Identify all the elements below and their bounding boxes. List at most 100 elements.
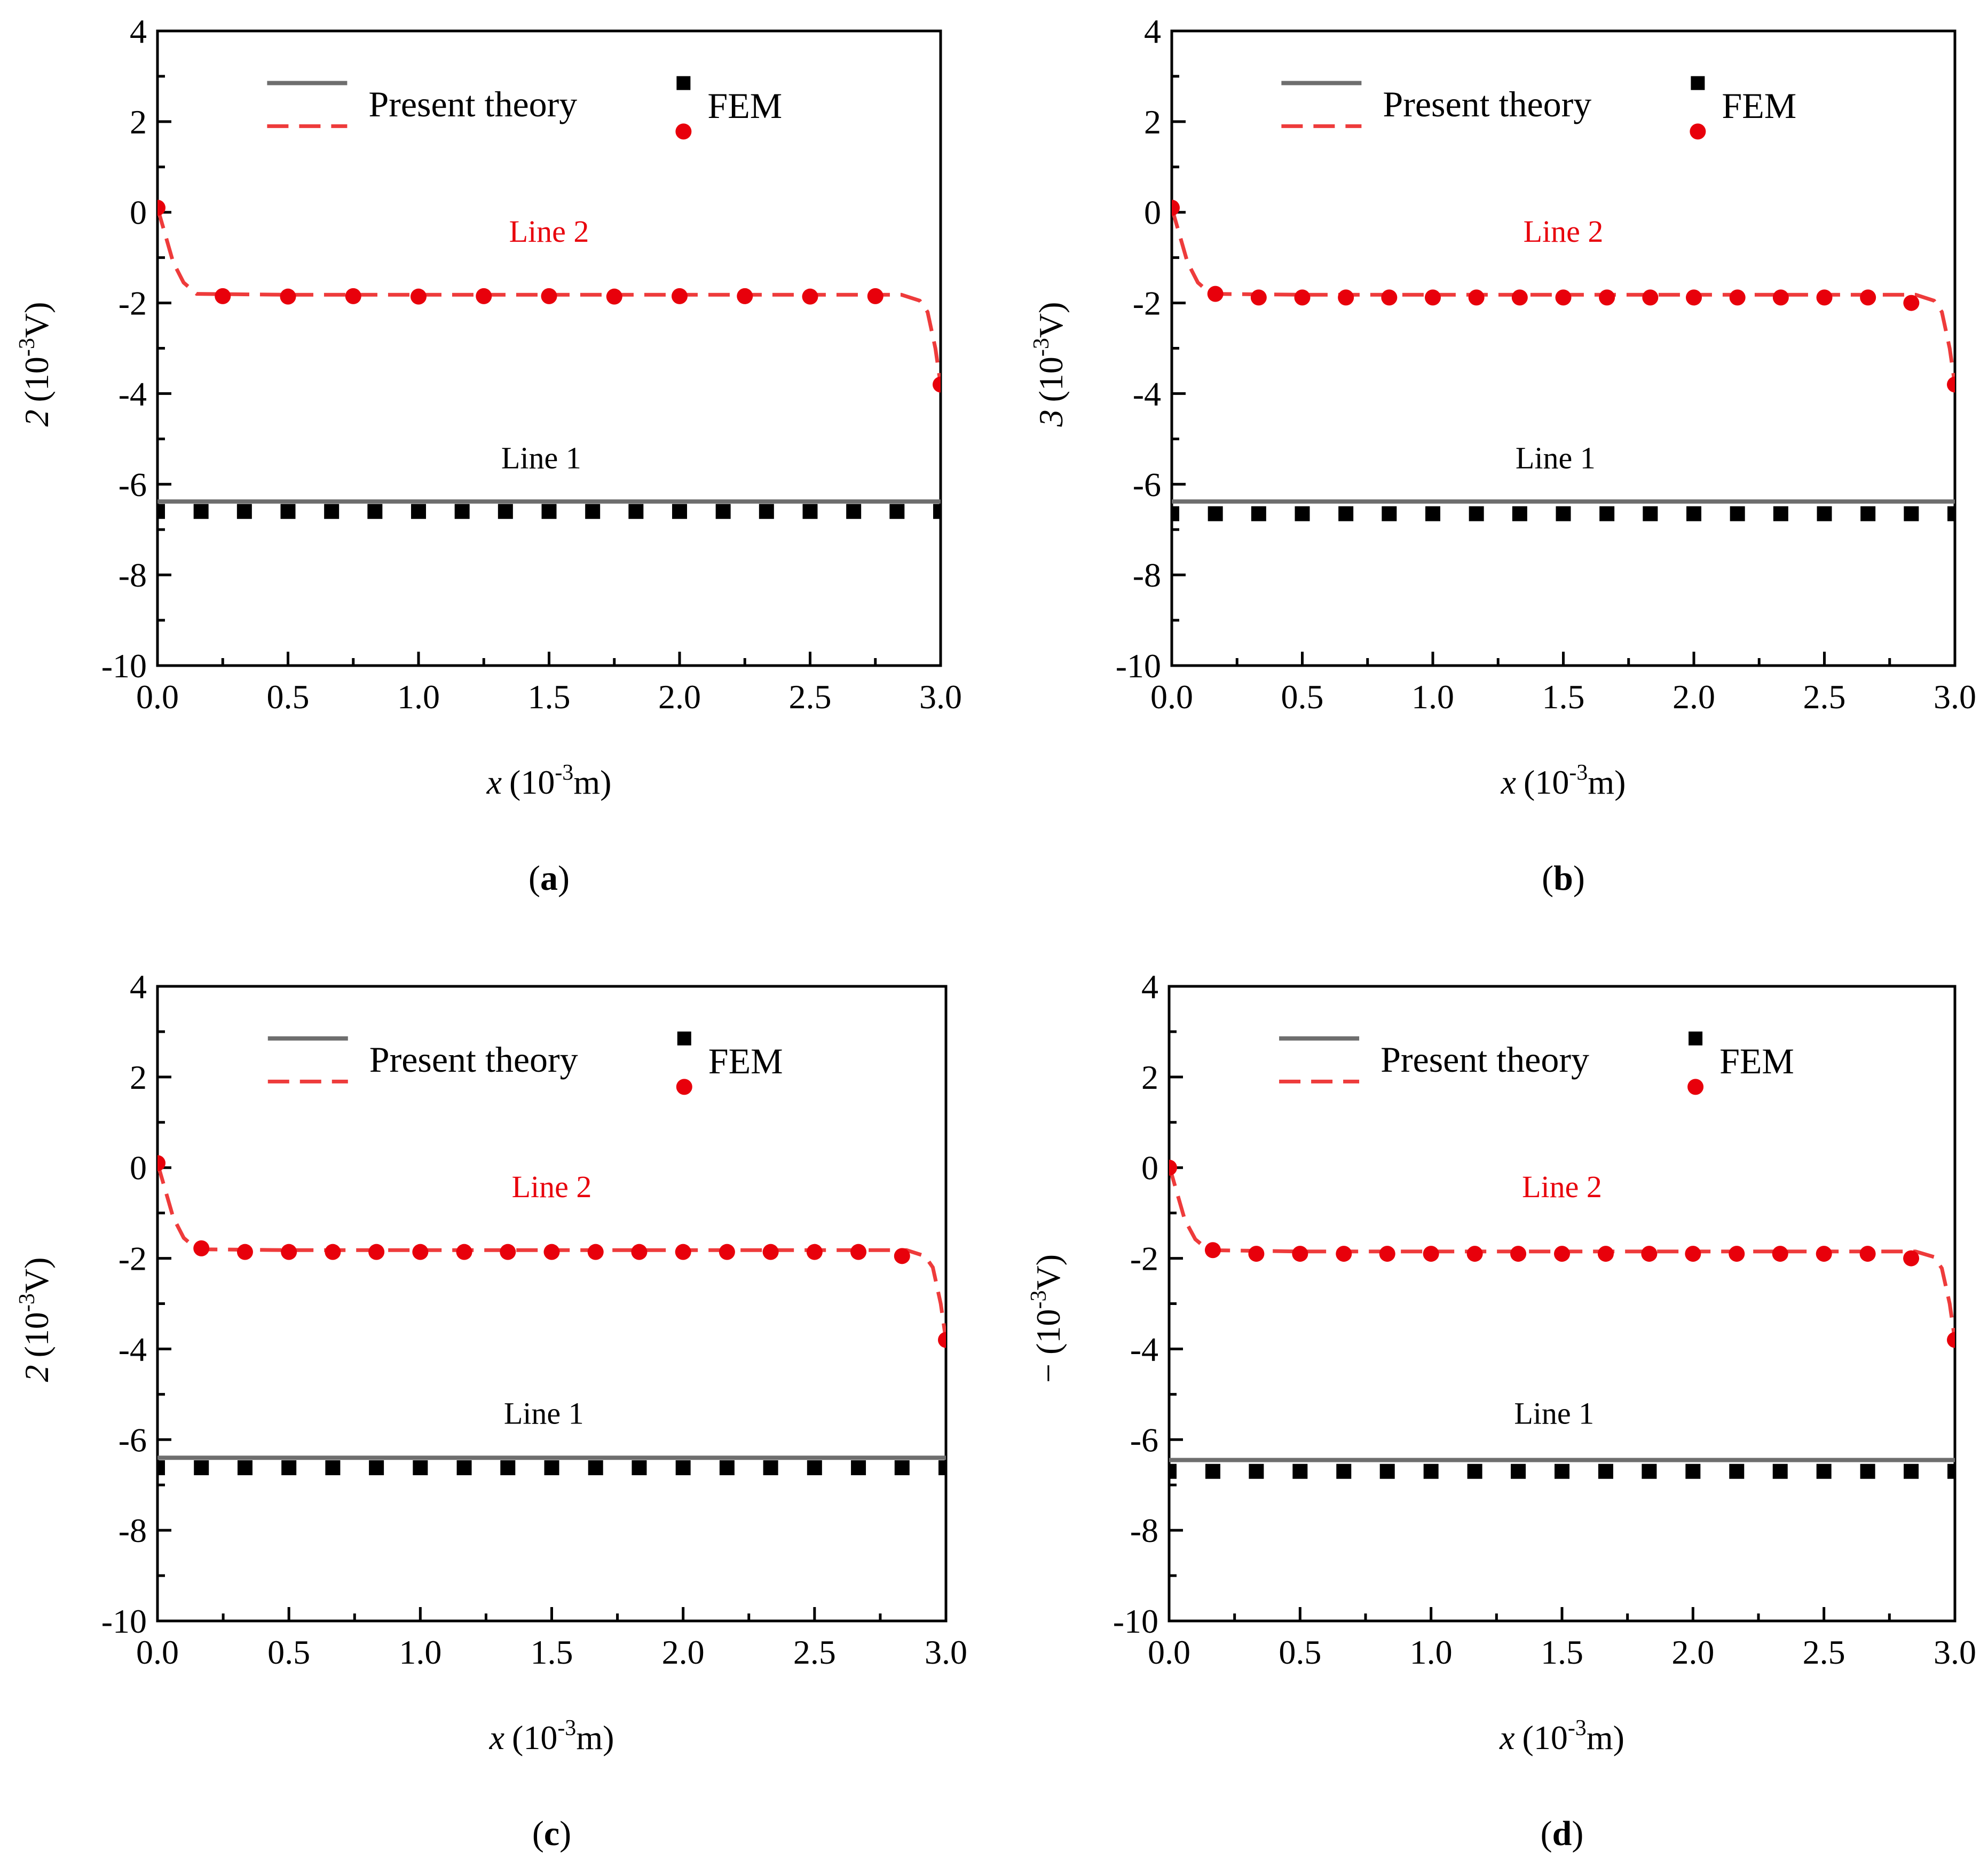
legend-fem-label: FEM	[1719, 1041, 1794, 1081]
legend-fem-circle-swatch	[1687, 1079, 1704, 1095]
line2-fem-marker	[1642, 289, 1659, 306]
line1-fem-marker	[1295, 506, 1310, 521]
line2-fem-marker	[1250, 289, 1267, 306]
line1-fem-marker	[1816, 1463, 1832, 1479]
y-tick-label: -6	[1130, 1421, 1158, 1459]
line2-fem-marker	[719, 1244, 735, 1260]
y-tick-label: 0	[1144, 194, 1161, 232]
line1-fem-marker	[281, 1460, 297, 1475]
line1-fem-marker	[846, 504, 862, 519]
x-axis-label: x (10-3m)	[1501, 761, 1626, 801]
line2-fem-marker	[412, 1244, 429, 1260]
line2-fem-marker	[675, 1244, 691, 1260]
x-axis-unit-tail: m)	[576, 1719, 614, 1757]
line1-fem-marker	[1598, 1463, 1613, 1479]
line1-fem-marker	[1643, 506, 1658, 521]
x-tick-label: 0.0	[1150, 678, 1193, 716]
line2-fem-marker	[1172, 200, 1180, 216]
x-axis-unit-exponent: -3	[555, 761, 573, 785]
line2-fem-marker	[1204, 1242, 1221, 1259]
line1-fem-marker	[1469, 506, 1484, 521]
line2-fem-marker	[894, 1248, 910, 1264]
y-tick-label: 2	[130, 103, 147, 141]
x-tick-label: 2.5	[793, 1633, 836, 1671]
subfigure-close-paren: )	[1573, 859, 1585, 898]
line2-fem-marker	[867, 288, 883, 304]
line2-fem-marker	[345, 288, 361, 304]
y-axis-variable: 3	[1032, 409, 1070, 427]
y-tick-label: -10	[1116, 647, 1161, 685]
y-axis-unit: (10	[1032, 357, 1070, 402]
line2-fem-marker	[157, 1155, 165, 1172]
y-tick-label: -4	[1133, 375, 1161, 413]
line2-fem-marker	[476, 288, 492, 304]
legend-fem-label: FEM	[708, 1041, 783, 1081]
y-tick-label: -4	[119, 375, 147, 413]
line2-fem-marker	[1903, 1250, 1920, 1267]
line1-fem-marker	[1772, 1463, 1788, 1479]
line2-fem-marker	[933, 376, 941, 393]
line1-annotation: Line 1	[1516, 441, 1596, 476]
line1-fem-marker	[1817, 506, 1832, 521]
line2-fem-marker	[157, 200, 165, 216]
subfigure-open-paren: (	[528, 859, 540, 898]
data-layer	[157, 1155, 946, 1475]
data-layer	[157, 200, 941, 519]
line2-fem-marker	[1729, 289, 1746, 306]
data-layer	[1172, 200, 1955, 521]
line1-fem-marker	[1292, 1463, 1308, 1479]
x-tick-label: 1.5	[531, 1633, 573, 1671]
line1-fem-marker	[541, 504, 557, 519]
y-axis-label: 2 (10-3V)	[15, 302, 56, 427]
line2-fem-marker	[1903, 295, 1920, 311]
y-tick-label: 2	[130, 1058, 147, 1096]
line2-fem-marker	[1860, 289, 1876, 306]
subfigure-label: (c)	[532, 1814, 571, 1853]
line1-fem-marker	[1642, 1463, 1657, 1479]
line1-fem-marker	[1904, 1463, 1919, 1479]
x-tick-label: 1.0	[399, 1633, 441, 1671]
subfigure-open-paren: (	[1541, 1814, 1552, 1853]
line1-fem-marker	[938, 1460, 946, 1475]
line2-fem-marker	[1947, 1332, 1955, 1348]
x-tick-label: 3.0	[919, 678, 962, 716]
line1-fem-marker	[632, 1460, 647, 1475]
line2-annotation: Line 2	[1522, 1169, 1602, 1204]
x-tick-label: 2.5	[789, 678, 832, 716]
line1-fem-marker	[1205, 1463, 1220, 1479]
line1-fem-marker	[1555, 1463, 1569, 1479]
x-tick-label: 1.0	[1410, 1633, 1453, 1671]
line1-fem-marker	[1382, 506, 1397, 521]
y-axis-unit-tail: V)	[1029, 1254, 1067, 1291]
line1-annotation: Line 1	[504, 1396, 584, 1431]
line2-annotation: Line 2	[1524, 214, 1604, 249]
line2-fem-marker	[1466, 1246, 1483, 1262]
line1-fem-marker	[157, 504, 165, 519]
x-tick-label: 2.5	[1803, 1633, 1845, 1671]
y-axis-unit-tail: V)	[1032, 302, 1070, 338]
line2-fem-marker	[281, 1244, 297, 1260]
line2-fem-marker	[762, 1244, 779, 1260]
line1-annotation: Line 1	[1514, 1396, 1594, 1431]
y-axis-variable: −	[1029, 1362, 1067, 1385]
line2-fem-marker	[737, 288, 753, 304]
legend-fem-circle-swatch	[676, 1079, 692, 1095]
line2-fem-marker	[1292, 1246, 1308, 1262]
legend-fem-label: FEM	[707, 85, 782, 126]
line1-fem-marker	[851, 1460, 866, 1475]
x-axis-unit: (10	[1524, 763, 1569, 801]
line1-fem-marker	[1773, 506, 1788, 521]
line1-fem-marker	[628, 504, 644, 519]
x-axis-label: x (10-3m)	[486, 761, 612, 801]
y-tick-label: -8	[119, 556, 147, 594]
line1-fem-marker	[1947, 1463, 1955, 1479]
line1-fem-marker	[802, 504, 818, 519]
y-tick-label: 4	[1144, 12, 1161, 50]
x-axis-unit: (10	[509, 763, 555, 801]
line1-fem-marker	[193, 504, 209, 519]
line2-fem-marker	[280, 288, 296, 305]
line2-fem-marker	[606, 288, 622, 305]
